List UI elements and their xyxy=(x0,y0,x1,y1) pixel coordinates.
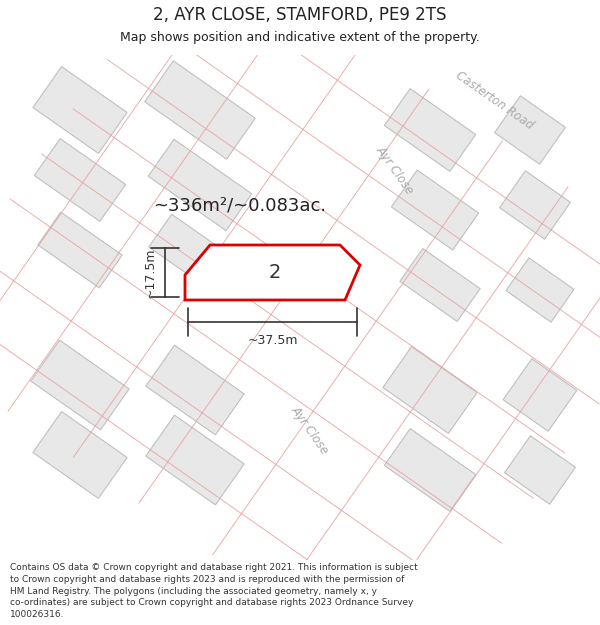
Polygon shape xyxy=(145,61,255,159)
Polygon shape xyxy=(34,139,125,221)
Text: 2: 2 xyxy=(269,264,281,282)
Text: ~37.5m: ~37.5m xyxy=(247,334,298,347)
Text: Contains OS data © Crown copyright and database right 2021. This information is : Contains OS data © Crown copyright and d… xyxy=(10,563,418,619)
Polygon shape xyxy=(383,347,477,433)
Polygon shape xyxy=(146,345,244,435)
Polygon shape xyxy=(494,96,565,164)
Polygon shape xyxy=(503,359,577,431)
Text: ~336m²/~0.083ac.: ~336m²/~0.083ac. xyxy=(154,196,326,214)
Polygon shape xyxy=(400,249,480,321)
Polygon shape xyxy=(500,171,571,239)
Polygon shape xyxy=(385,89,476,171)
Text: Map shows position and indicative extent of the property.: Map shows position and indicative extent… xyxy=(120,31,480,44)
Polygon shape xyxy=(149,214,241,296)
Text: ~17.5m: ~17.5m xyxy=(144,248,157,298)
Polygon shape xyxy=(146,415,244,505)
Text: 2, AYR CLOSE, STAMFORD, PE9 2TS: 2, AYR CLOSE, STAMFORD, PE9 2TS xyxy=(153,6,447,24)
Polygon shape xyxy=(33,67,127,153)
Text: Ayr Close: Ayr Close xyxy=(289,404,331,456)
Polygon shape xyxy=(391,170,479,250)
Polygon shape xyxy=(185,245,360,300)
Polygon shape xyxy=(505,436,575,504)
Polygon shape xyxy=(506,258,574,322)
Polygon shape xyxy=(38,212,122,288)
Polygon shape xyxy=(31,340,129,430)
Polygon shape xyxy=(148,139,252,231)
Text: Ayr Close: Ayr Close xyxy=(374,144,416,196)
Text: Casterton Road: Casterton Road xyxy=(454,68,536,132)
Polygon shape xyxy=(33,412,127,498)
Polygon shape xyxy=(385,429,476,511)
